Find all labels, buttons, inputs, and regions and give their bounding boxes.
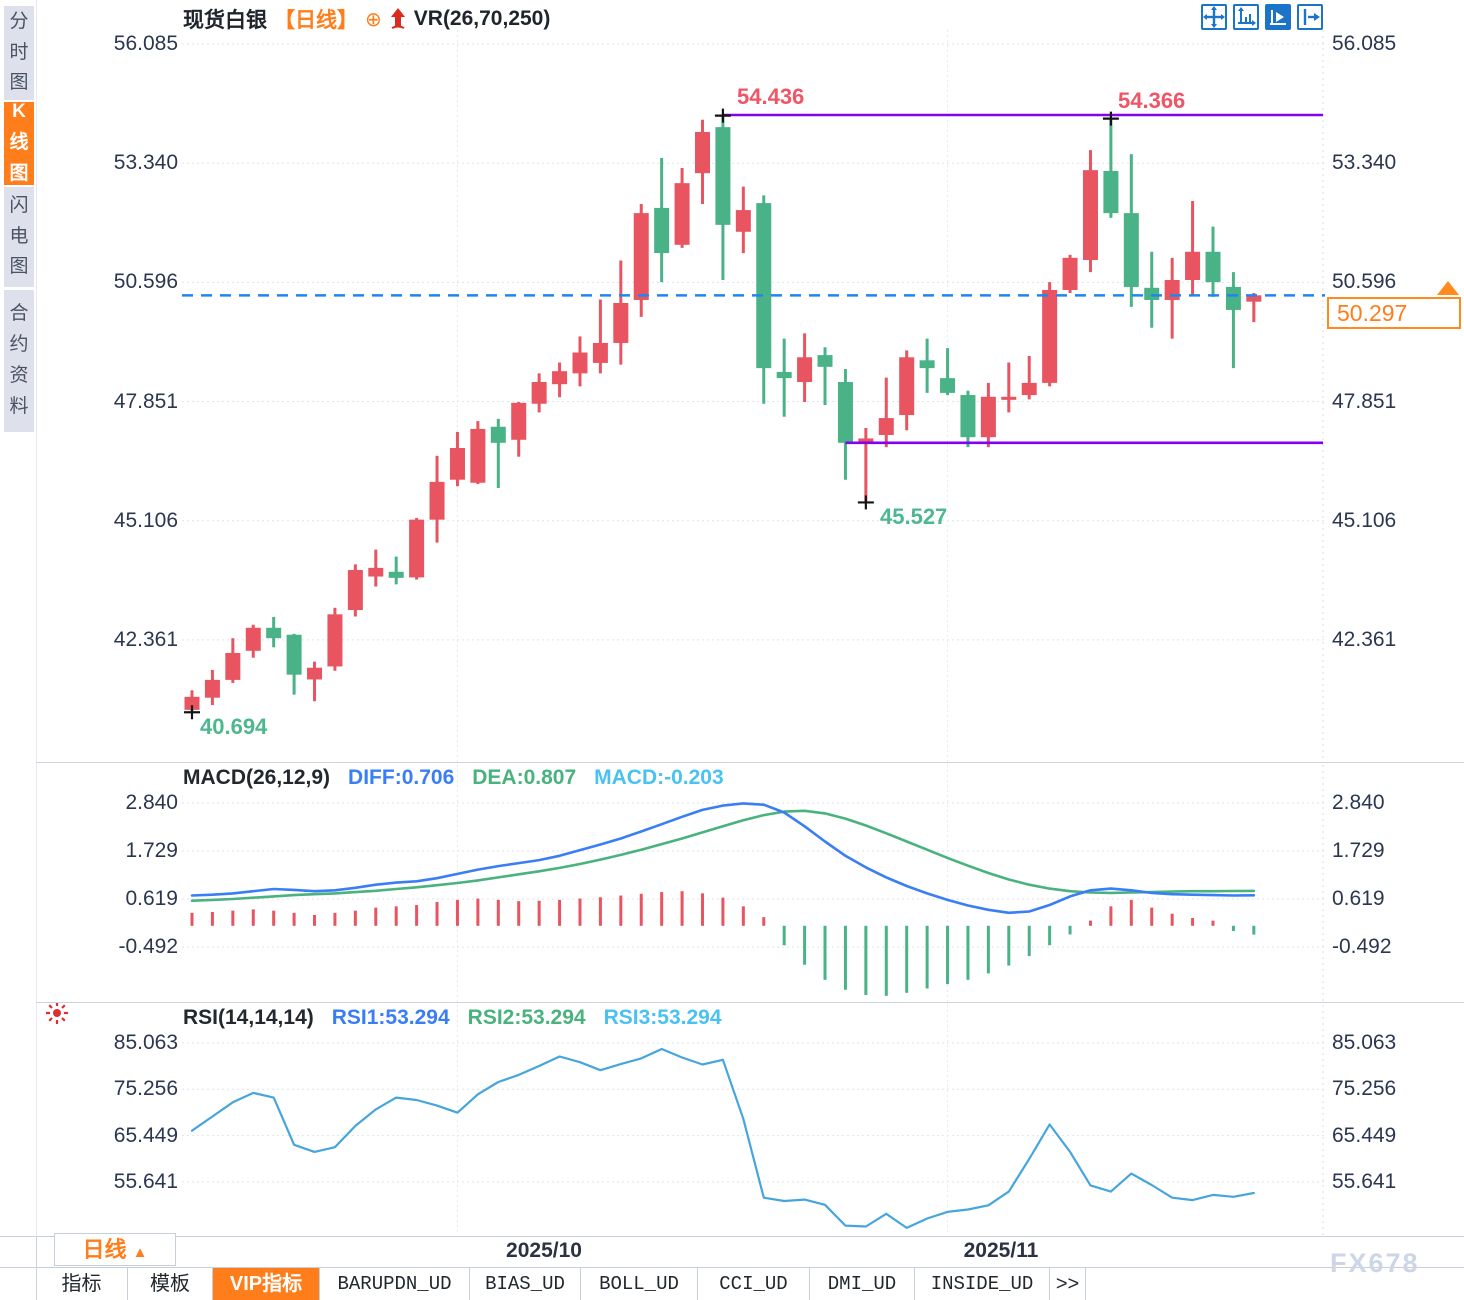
sidebar-divider (36, 0, 37, 1300)
y-axis-label: 75.256 (113, 1077, 178, 1101)
corner-divider (36, 1236, 37, 1300)
y-axis-label: -0.492 (118, 935, 178, 959)
x-axis-date: 2025/10 (506, 1239, 582, 1262)
y-axis-label: 50.596 (113, 270, 178, 294)
axis-divider (0, 1236, 1464, 1237)
swing-high-label: 54.366 (1118, 88, 1186, 113)
y-axis-label: 53.340 (1332, 151, 1397, 175)
rsi-header: RSI(14,14,14) RSI1:53.294 RSI2:53.294 RS… (183, 1006, 722, 1030)
watermark: FX678 (1330, 1248, 1420, 1278)
macd-histogram (190, 891, 1256, 996)
tab-bollud[interactable]: BOLL_UD (581, 1268, 698, 1300)
tab-[interactable]: 指标 (36, 1268, 128, 1300)
y-axis-label: 85.063 (1332, 1031, 1397, 1054)
swing-low-label: 40.694 (200, 714, 268, 739)
last-price-tag: 50.297 (1327, 297, 1461, 329)
tab-[interactable]: 模板 (128, 1268, 213, 1300)
chart-header: 现货白银 【日线】 ⊕ VR(26,70,250) (183, 5, 550, 33)
tab-cciud[interactable]: CCI_UD (698, 1268, 810, 1300)
move-icon[interactable] (1201, 4, 1227, 30)
panel-divider (36, 762, 1464, 763)
y-axis-label: 65.449 (1332, 1123, 1397, 1147)
collapse-right-icon[interactable] (1297, 4, 1323, 30)
y-axis-label: 56.085 (1332, 32, 1397, 55)
rsi-plot[interactable] (182, 1005, 1325, 1235)
candles-layer (184, 115, 1262, 713)
symbol-title: 现货白银 (183, 9, 267, 32)
rsi3-value: RSI3:53.294 (603, 1006, 722, 1029)
y-axis-label: 75.256 (1332, 1077, 1397, 1101)
alert-sun-icon[interactable] (45, 1001, 69, 1030)
y-axis-label: 42.361 (1332, 627, 1397, 651)
add-indicator-icon[interactable]: ⊕ (365, 8, 382, 31)
x-axis-date: 2025/11 (963, 1239, 1039, 1262)
y-axis-label: 85.063 (113, 1031, 178, 1054)
tabbar-divider (0, 1267, 1464, 1268)
vr-indicator-label: VR(26,70,250) (413, 7, 551, 30)
up-arrow-icon (389, 7, 407, 31)
period-label: 日线 (82, 1237, 127, 1262)
swing-low-label: 45.527 (880, 504, 948, 529)
period-tag[interactable]: 【日线】 (274, 9, 358, 32)
candlestick-plot[interactable] (182, 30, 1325, 763)
macd-dea-value: DEA:0.807 (472, 766, 577, 789)
y-axis-label: 1.729 (1332, 839, 1385, 863)
y-axis-label: 50.596 (1332, 270, 1397, 294)
y-axis-label: 55.641 (1332, 1169, 1397, 1193)
rsi-title[interactable]: RSI(14,14,14) (183, 1006, 314, 1029)
rsi1-value: RSI1:53.294 (331, 1006, 450, 1029)
y-axis-label: 47.851 (113, 389, 178, 413)
tab-insideud[interactable]: INSIDE_UD (915, 1268, 1050, 1300)
axis-range-icon[interactable] (1233, 4, 1259, 30)
panel-divider (36, 1002, 1464, 1003)
y-axis-label: 2.840 (125, 791, 178, 814)
y-axis-label: 56.085 (113, 32, 178, 55)
y-axis-label: 45.106 (1332, 508, 1397, 532)
y-axis-label: 42.361 (113, 627, 178, 651)
y-axis-label: -0.492 (1332, 935, 1392, 959)
macd-hist-value: MACD:-0.203 (594, 766, 724, 789)
sidebar-item-3[interactable]: 闪 电 图 (4, 187, 34, 287)
indicator-tab-bar: 指标 模板 VIP指标 BARUPDN_UD BIAS_UD BOLL_UD CCI_UD D… (36, 1268, 1464, 1300)
tab-biasud[interactable]: BIAS_UD (470, 1268, 581, 1300)
axis-play-icon[interactable] (1265, 4, 1291, 30)
y-axis-label: 47.851 (1332, 389, 1397, 413)
y-axis-label: 55.641 (113, 1169, 178, 1193)
caret-up-icon: ▲ (132, 1244, 148, 1261)
y-axis-label: 45.106 (113, 508, 178, 532)
price-up-triangle (1437, 281, 1459, 295)
sidebar-item-1[interactable]: 分 时 图 (4, 6, 34, 100)
y-axis-label: 0.619 (125, 887, 178, 911)
tab-vip[interactable]: VIP指标 (213, 1268, 320, 1300)
period-selector[interactable]: 日线 ▲ (54, 1233, 176, 1266)
y-axis-label: 0.619 (1332, 887, 1385, 911)
tab-[interactable]: >> (1050, 1268, 1086, 1300)
sidebar-item-2[interactable]: K 线 图 (4, 101, 34, 185)
y-axis-label: 1.729 (125, 839, 178, 863)
rsi2-value: RSI2:53.294 (467, 1006, 586, 1029)
macd-diff-value: DIFF:0.706 (348, 766, 455, 789)
swing-high-label: 54.436 (737, 84, 805, 109)
y-axis-label: 53.340 (113, 151, 178, 175)
tab-barupdnud[interactable]: BARUPDN_UD (320, 1268, 470, 1300)
macd-title[interactable]: MACD(26,12,9) (183, 766, 331, 789)
y-axis-label: 2.840 (1332, 791, 1385, 814)
sidebar-item-4[interactable]: 合 约 资 料 (4, 290, 34, 432)
y-axis-label: 65.449 (113, 1123, 178, 1147)
macd-plot[interactable] (182, 765, 1325, 1003)
tab-dmiud[interactable]: DMI_UD (810, 1268, 915, 1300)
macd-header: MACD(26,12,9) DIFF:0.706 DEA:0.807 MACD:… (183, 766, 724, 790)
